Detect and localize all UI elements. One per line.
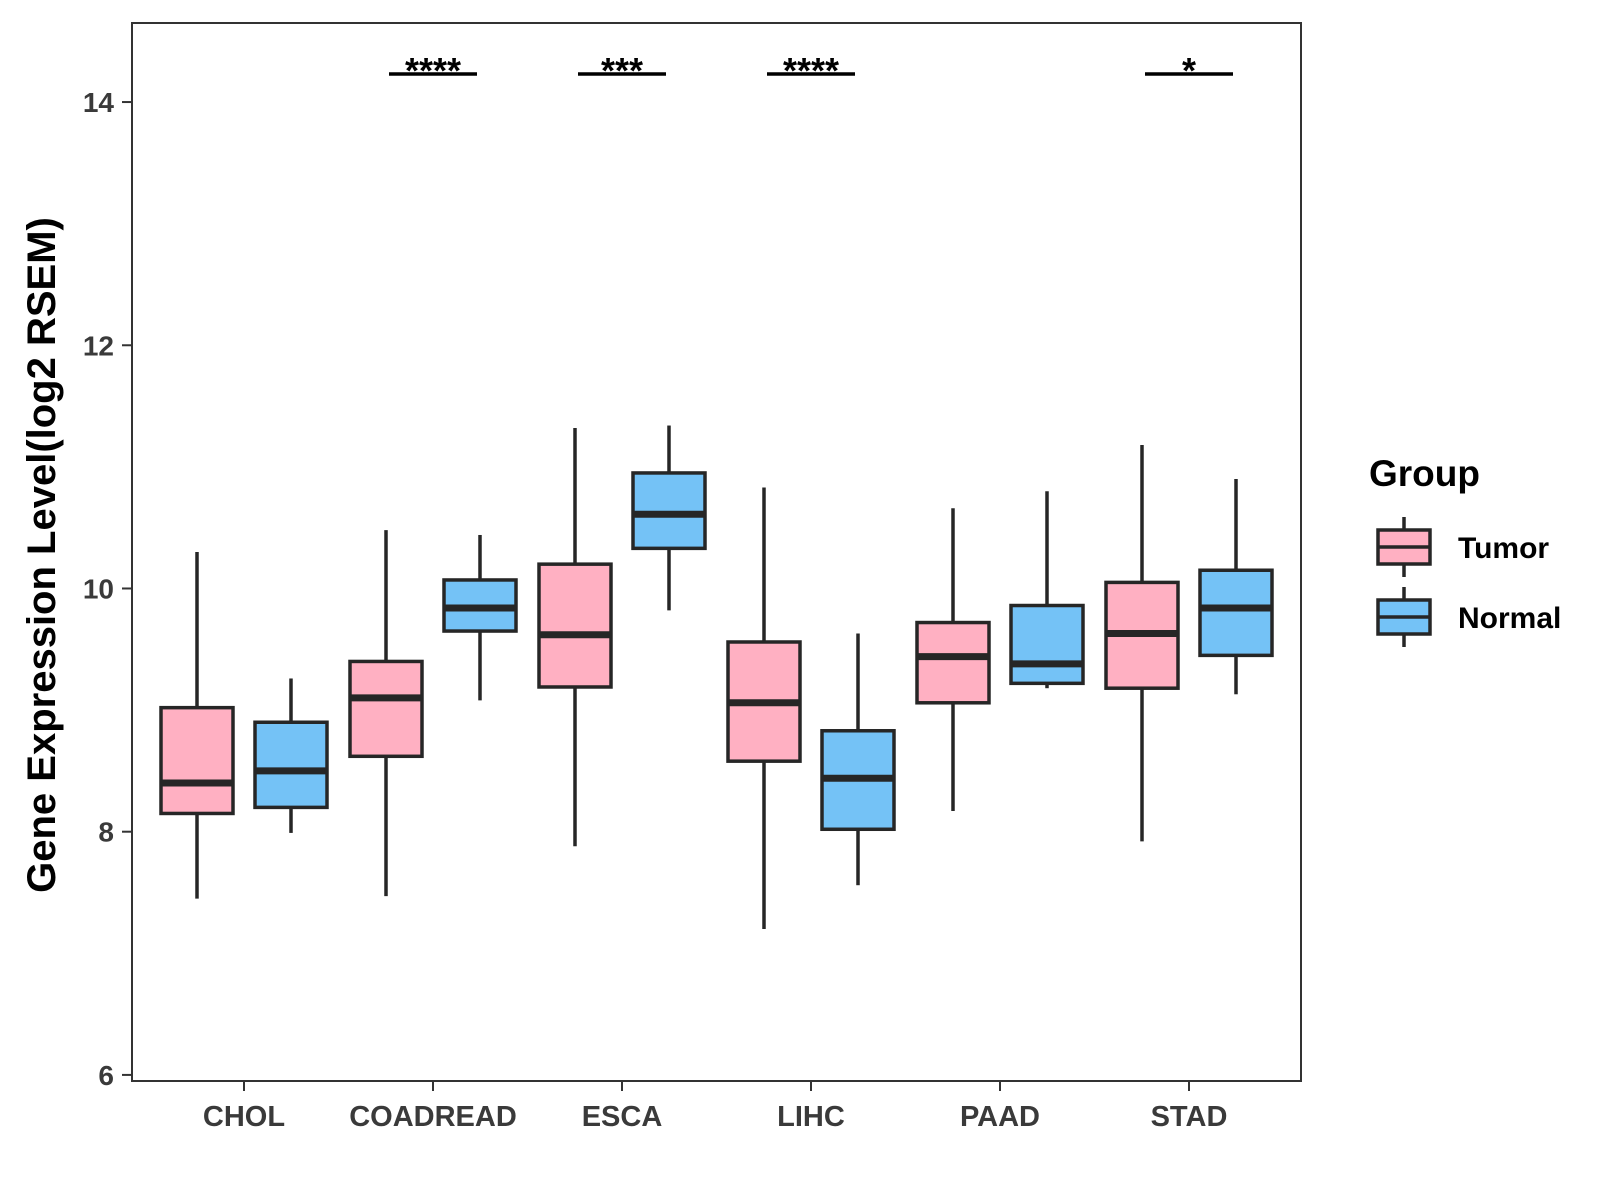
normal-box-esca	[631, 425, 707, 611]
x-tick-label: ESCA	[582, 1101, 663, 1133]
normal-box-stad	[1198, 479, 1274, 695]
tumor-box-esca	[537, 427, 613, 847]
y-tick-label: 8	[98, 817, 114, 848]
legend-key-tumor: Tumor	[1376, 517, 1549, 577]
tumor-box-stad	[1104, 444, 1180, 842]
legend: Group Tumor Normal	[1369, 453, 1561, 647]
tumor-box-lihc	[726, 487, 802, 929]
iqr-box	[348, 659, 424, 759]
x-tick-label: STAD	[1151, 1101, 1228, 1133]
y-tick-label: 10	[83, 573, 114, 604]
significance-label: ****	[783, 50, 839, 91]
legend-label: Normal	[1458, 602, 1561, 635]
tumor-box-coadread	[348, 530, 424, 897]
y-axis-title: Gene Expression Level(log2 RSEM)	[20, 217, 64, 893]
y-tick-label: 12	[83, 330, 114, 361]
legend-title: Group	[1369, 453, 1480, 494]
plot-panel-border	[131, 22, 1302, 1082]
iqr-box	[1198, 568, 1274, 658]
iqr-box	[631, 471, 707, 551]
iqr-box	[1009, 603, 1085, 686]
normal-box-coadread	[442, 534, 518, 701]
significance-label: ***	[601, 50, 643, 91]
x-tick-label: COADREAD	[349, 1101, 517, 1133]
y-tick-label: 6	[98, 1060, 114, 1091]
iqr-box	[915, 620, 991, 705]
significance-label: *	[1182, 50, 1196, 91]
normal-box-chol	[253, 678, 329, 833]
normal-box-lihc	[820, 633, 896, 886]
x-tick-label: PAAD	[960, 1101, 1040, 1133]
iqr-box	[537, 562, 613, 689]
legend-label: Tumor	[1458, 532, 1549, 565]
legend-key-normal: Normal	[1376, 587, 1561, 647]
iqr-box	[253, 720, 329, 810]
tumor-box-chol	[159, 552, 235, 899]
normal-box-paad	[1009, 491, 1085, 689]
x-tick-label: CHOL	[203, 1101, 285, 1133]
box-series	[159, 425, 1274, 929]
y-tick-label: 14	[83, 87, 115, 118]
tumor-box-paad	[915, 508, 991, 812]
iqr-box	[159, 705, 235, 816]
significance-annotations: **** *** **** *	[389, 50, 1233, 91]
axis-ticks: 6 8 10 12 14 CHOL COADREAD ESCA LIHC PAAD STAD	[83, 87, 1228, 1133]
x-tick-label: LIHC	[777, 1101, 845, 1133]
significance-label: ****	[405, 50, 461, 91]
